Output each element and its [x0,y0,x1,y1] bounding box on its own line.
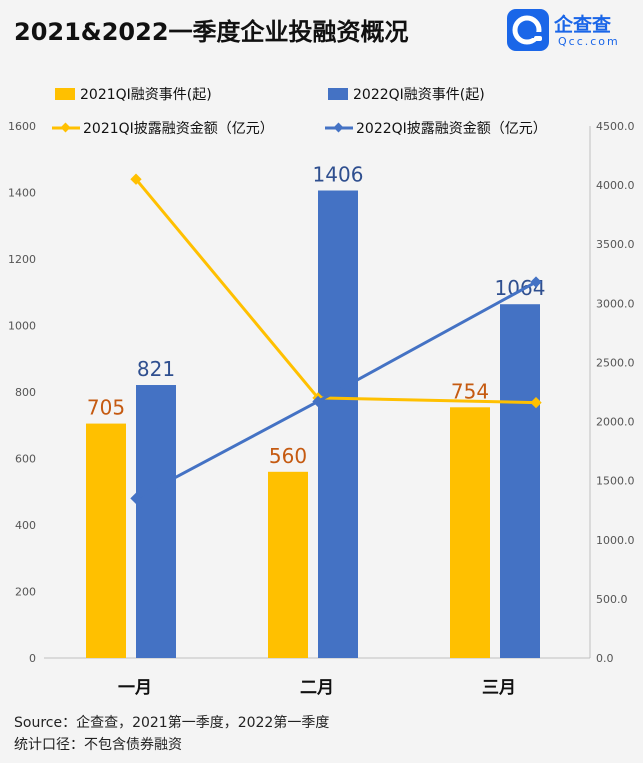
right-y-tick-label: 2000.0 [596,416,635,429]
bar-2022 [500,304,540,658]
right-y-tick-label: 3500.0 [596,238,635,251]
source-note: Source：企查查，2021第一季度，2022第一季度 [14,715,330,731]
x-tick-label: 二月 [300,678,334,698]
qcc-logo-icon [507,9,549,51]
line-point-marker [312,395,324,408]
legend-label-bar-2022: 2022QI融资事件(起) [353,87,485,103]
left-y-tick-label: 600 [15,453,36,466]
bar-data-label: 821 [137,357,175,381]
left-y-tick-label: 1400 [8,187,36,200]
legend-label-line-2021: 2021QI披露融资金额（亿元） [83,121,274,137]
bar-data-label: 1406 [313,163,364,187]
x-tick-label: 三月 [482,678,516,698]
x-tick-label: 一月 [118,678,152,698]
right-y-tick-label: 0.0 [596,652,614,665]
left-y-tick-label: 1200 [8,253,36,266]
right-y-tick-label: 2500.0 [596,356,635,369]
left-y-tick-label: 1600 [8,120,36,133]
legend-swatch-bar-2022 [328,88,348,100]
legend-label-bar-2021: 2021QI融资事件(起) [80,87,212,103]
line-point-marker [130,173,142,185]
line-point-marker [130,492,142,505]
logo-domain-text: Qcc.com [558,35,620,48]
left-y-tick-label: 200 [15,586,36,599]
left-y-tick-label: 800 [15,386,36,399]
chart-title: 2021&2022一季度企业投融资概况 [14,18,409,46]
right-y-tick-label: 1000.0 [596,534,635,547]
bar-2021 [268,471,308,658]
right-y-tick-label: 4000.0 [596,179,635,192]
right-y-tick-label: 3000.0 [596,297,635,310]
left-y-tick-label: 0 [29,652,36,665]
right-y-tick-label: 1500.0 [596,475,635,488]
bar-data-label: 705 [87,396,125,420]
bar-2021 [450,407,490,658]
left-y-tick-label: 1000 [8,320,36,333]
bar-data-label: 754 [451,379,489,403]
right-y-tick-label: 500.0 [596,593,628,606]
bar-2022 [136,385,176,658]
bar-data-label: 560 [269,444,307,468]
left-y-tick-label: 400 [15,519,36,532]
legend-marker-2021 [60,122,71,133]
qcc-logo: 企查查 Qcc.com [506,8,636,54]
bar-2021 [86,423,126,658]
line-point-marker [530,396,542,409]
legend-label-line-2022: 2022QI披露融资金额（亿元） [356,121,547,137]
right-y-tick-label: 4500.0 [596,120,635,133]
line-point-marker [530,276,542,288]
legend-marker-2022 [333,122,344,133]
scope-note: 统计口径：不包含债券融资 [14,737,182,753]
bar-2022 [318,190,358,658]
logo-brand-text: 企查查 [554,14,612,36]
legend-swatch-bar-2021 [55,88,75,100]
